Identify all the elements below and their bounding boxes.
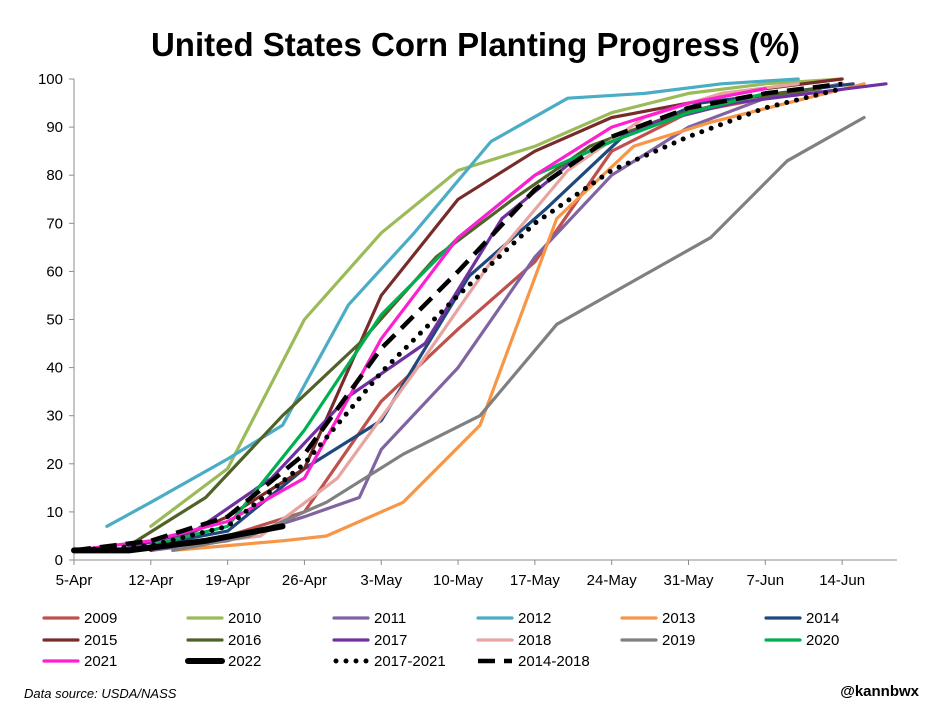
series-line-2009 xyxy=(149,82,844,552)
legend-item-2010: 2010 xyxy=(186,610,261,627)
legend-item-2016: 2016 xyxy=(186,632,261,649)
legend-label: 2022 xyxy=(228,653,261,670)
series-line-2010 xyxy=(149,77,844,528)
data-source-note: Data source: USDA/NASS xyxy=(24,686,177,701)
legend-label: 2017-2021 xyxy=(374,653,446,670)
legend-label: 2016 xyxy=(228,632,261,649)
legend-label: 2019 xyxy=(662,632,695,649)
legend-item-2012: 2012 xyxy=(476,610,551,627)
x-tick-label: 26-Apr xyxy=(282,572,327,589)
legend-label: 2018 xyxy=(518,632,551,649)
legend-item-2015: 2015 xyxy=(42,632,117,649)
legend-label: 2014 xyxy=(806,610,839,627)
legend-label: 2017 xyxy=(374,632,407,649)
legend-item-2014: 2014 xyxy=(764,610,839,627)
x-tick-label: 12-Apr xyxy=(128,572,173,589)
legend-item-2020: 2020 xyxy=(764,632,839,649)
series-line-2012 xyxy=(105,77,800,528)
series-line-2022 xyxy=(71,523,286,554)
y-tick-label: 90 xyxy=(46,119,63,136)
series-layer xyxy=(71,77,888,554)
series-line-2019 xyxy=(171,115,866,552)
legend-label: 2010 xyxy=(228,610,261,627)
legend-label: 2009 xyxy=(84,610,117,627)
y-tick-label: 30 xyxy=(46,408,63,425)
x-tick-label: 3-May xyxy=(360,572,402,589)
series-line-2021 xyxy=(72,87,767,552)
x-tick-label: 5-Apr xyxy=(56,572,93,589)
x-tick-label: 10-May xyxy=(433,572,484,589)
y-tick-label: 50 xyxy=(46,312,63,329)
legend-item-2022: 2022 xyxy=(185,653,261,670)
legend-label: 2021 xyxy=(84,653,117,670)
x-tick-label: 17-May xyxy=(510,572,561,589)
legend-item-2011: 2011 xyxy=(332,610,406,627)
y-tick-label: 60 xyxy=(46,263,63,280)
series-line-2016 xyxy=(127,87,822,548)
legend-label: 2011 xyxy=(374,610,406,627)
legend-item-2019: 2019 xyxy=(620,632,695,649)
x-tick-label: 24-May xyxy=(587,572,638,589)
series-line-2011 xyxy=(149,82,844,552)
y-tick-label: 10 xyxy=(46,504,63,521)
legend-item-2017-2021: 2017-2021 xyxy=(333,653,446,670)
legend-label: 2013 xyxy=(662,610,695,627)
y-tick-label: 20 xyxy=(46,456,63,473)
legend-item-2014-2018: 2014-2018 xyxy=(478,653,590,670)
series-line-2013 xyxy=(171,82,866,552)
series-line-2017 xyxy=(116,82,888,552)
y-tick-label: 40 xyxy=(46,360,63,377)
series-line-2020 xyxy=(149,91,767,548)
legend-item-2009: 2009 xyxy=(42,610,117,627)
x-tick-label: 7-Jun xyxy=(747,572,785,589)
y-tick-label: 100 xyxy=(38,71,63,88)
legend-item-2013: 2013 xyxy=(620,610,695,627)
author-credit: @kannbwx xyxy=(840,683,919,700)
legend-item-2021: 2021 xyxy=(42,653,117,670)
legend: 2009 2010 2011 2012 2013 2014 2015 2016 2017 2018… xyxy=(42,610,839,670)
legend-label: 2015 xyxy=(84,632,117,649)
y-tick-label: 0 xyxy=(55,552,63,569)
x-tick-label: 14-Jun xyxy=(819,572,865,589)
legend-label: 2014-2018 xyxy=(518,653,590,670)
series-line-2014 xyxy=(149,82,855,548)
axes: 0 10 20 30 40 50 60 70 80 90 100 5-Apr 12-Apr 19-Apr 2… xyxy=(38,71,897,589)
legend-label: 2012 xyxy=(518,610,551,627)
x-tick-label: 31-May xyxy=(663,572,714,589)
chart-title: United States Corn Planting Progress (%) xyxy=(150,26,801,63)
legend-item-2017: 2017 xyxy=(332,632,407,649)
legend-item-2018: 2018 xyxy=(476,632,551,649)
y-tick-label: 70 xyxy=(46,215,63,232)
x-tick-label: 19-Apr xyxy=(205,572,250,589)
legend-label: 2020 xyxy=(806,632,839,649)
series-line-2017-2021 xyxy=(71,86,845,553)
y-tick-label: 80 xyxy=(46,167,63,184)
series-line-2014-2018 xyxy=(73,81,843,553)
